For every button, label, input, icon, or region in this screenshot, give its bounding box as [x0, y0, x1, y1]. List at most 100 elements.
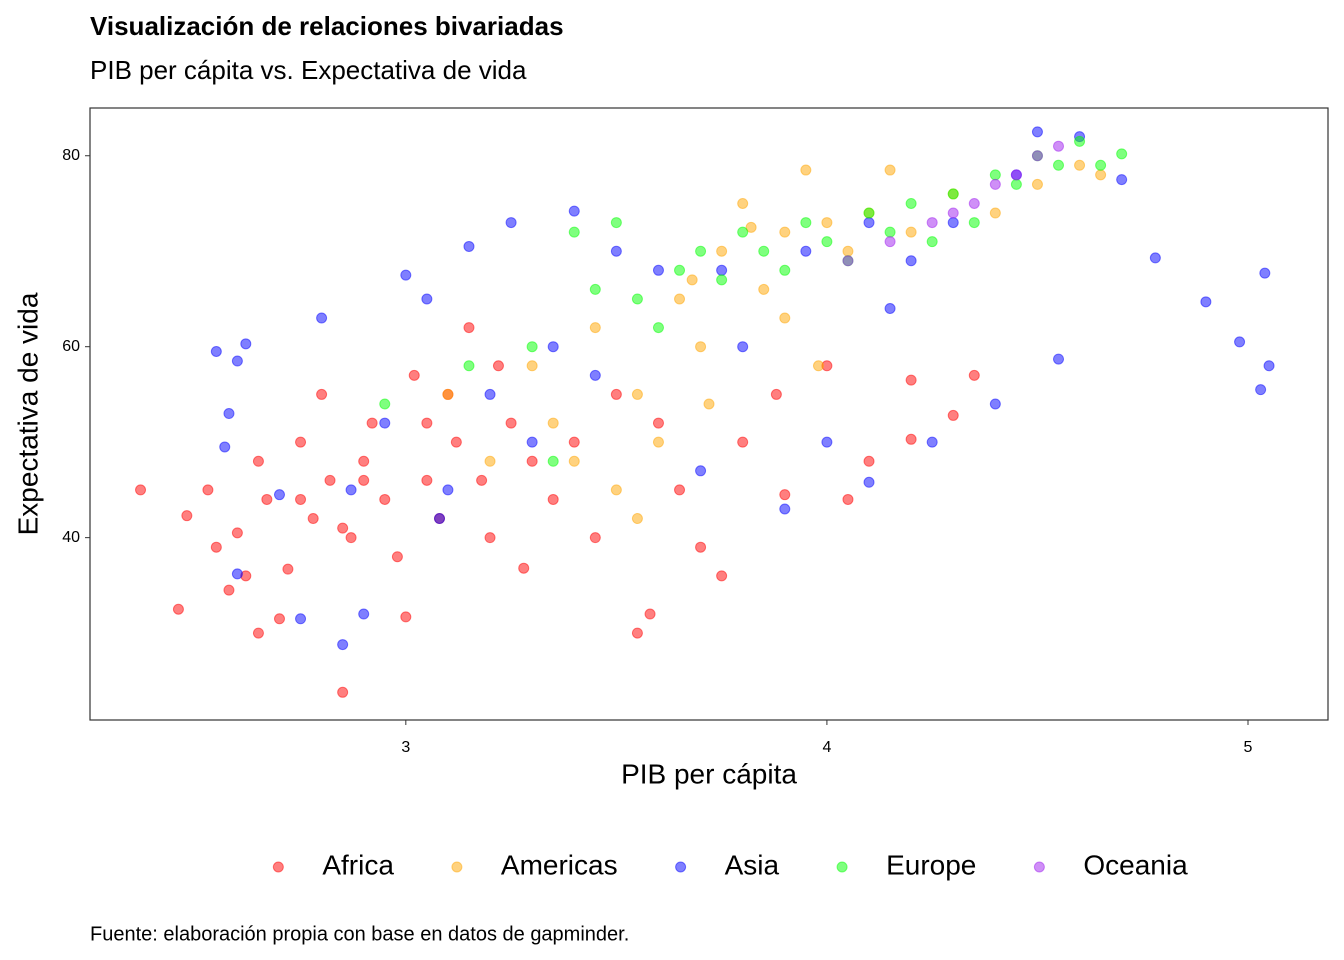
point — [884, 226, 896, 238]
point — [240, 338, 252, 350]
point — [421, 293, 433, 305]
point — [842, 255, 854, 267]
caption: Fuente: elaboración propia con base en d… — [90, 923, 629, 945]
point — [947, 188, 959, 200]
point — [1053, 159, 1065, 171]
point — [695, 465, 707, 477]
point — [863, 217, 875, 229]
point — [391, 551, 403, 563]
point — [745, 221, 757, 233]
point — [779, 312, 791, 324]
point — [547, 417, 559, 429]
point — [492, 360, 504, 372]
plot-panel — [89, 107, 1329, 721]
point — [686, 274, 698, 286]
point — [568, 205, 580, 217]
point — [800, 164, 812, 176]
point — [181, 510, 193, 522]
point — [905, 255, 917, 267]
point — [400, 611, 412, 623]
point — [358, 455, 370, 467]
point — [484, 532, 496, 544]
point — [1010, 169, 1022, 181]
point — [252, 627, 264, 639]
point — [202, 484, 214, 496]
point — [884, 302, 896, 314]
point — [1255, 384, 1267, 396]
point — [1095, 159, 1107, 171]
legend-marker — [1033, 861, 1045, 873]
point — [758, 245, 770, 257]
point — [1095, 169, 1107, 181]
point — [526, 341, 538, 353]
point — [884, 236, 896, 248]
point — [652, 322, 664, 334]
point — [307, 513, 319, 525]
point — [219, 441, 231, 453]
y-tick-label: 40 — [62, 529, 80, 546]
point — [484, 388, 496, 400]
point — [821, 436, 833, 448]
point — [316, 312, 328, 324]
point — [379, 493, 391, 505]
point — [716, 245, 728, 257]
point — [295, 613, 307, 625]
point — [1053, 140, 1065, 152]
point — [345, 532, 357, 544]
point — [568, 226, 580, 238]
point — [223, 584, 235, 596]
point — [644, 608, 656, 620]
point — [358, 474, 370, 486]
point — [1259, 267, 1271, 279]
point — [610, 388, 622, 400]
point — [737, 436, 749, 448]
point — [674, 484, 686, 496]
point — [568, 455, 580, 467]
point — [589, 369, 601, 381]
point — [1031, 126, 1043, 138]
point — [674, 293, 686, 305]
point — [231, 355, 243, 367]
point — [926, 217, 938, 229]
point — [1074, 159, 1086, 171]
point — [968, 217, 980, 229]
point — [476, 474, 488, 486]
point — [737, 341, 749, 353]
point — [989, 178, 1001, 190]
point — [926, 236, 938, 248]
point — [366, 417, 378, 429]
point — [400, 269, 412, 281]
x-tick-label: 4 — [822, 739, 831, 756]
point — [273, 489, 285, 501]
legend-label: Europe — [886, 849, 976, 880]
point — [1074, 135, 1086, 147]
point — [463, 240, 475, 252]
point — [282, 563, 294, 575]
point — [231, 568, 243, 580]
point — [695, 541, 707, 553]
point — [337, 522, 349, 534]
point — [442, 388, 454, 400]
point — [1116, 148, 1128, 160]
legend-marker — [272, 861, 284, 873]
point — [442, 484, 454, 496]
point — [821, 217, 833, 229]
point — [770, 388, 782, 400]
point — [526, 455, 538, 467]
point — [989, 398, 1001, 410]
point — [505, 217, 517, 229]
x-tick-label: 3 — [401, 739, 410, 756]
point — [1200, 296, 1212, 308]
point — [1234, 336, 1246, 348]
point — [695, 341, 707, 353]
point — [610, 217, 622, 229]
point — [172, 603, 184, 615]
point — [1031, 178, 1043, 190]
legend-label: Africa — [322, 849, 394, 880]
point — [863, 455, 875, 467]
point — [779, 489, 791, 501]
point — [421, 417, 433, 429]
point — [210, 345, 222, 357]
point — [450, 436, 462, 448]
point — [631, 293, 643, 305]
